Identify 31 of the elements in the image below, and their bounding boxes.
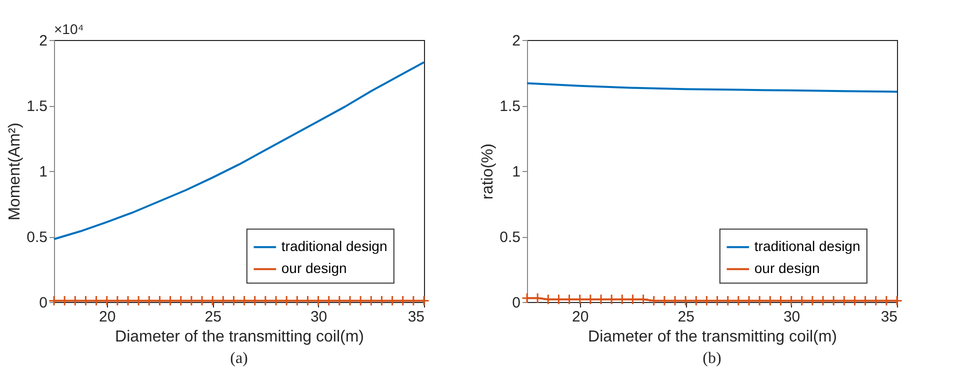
x-tick-label: 25 <box>678 308 694 326</box>
y-tick-label: 2 <box>39 32 48 50</box>
y-tick-label: 1.5 <box>500 98 520 115</box>
legend-label: traditional design <box>281 238 388 254</box>
x-tick-label: 35 <box>880 308 898 326</box>
y-tick-label: 0 <box>512 294 520 312</box>
y-tick-label: 0.5 <box>500 229 520 246</box>
y-tick-label: 0 <box>39 294 48 312</box>
y-tick-label: 1.5 <box>26 98 48 115</box>
x-tick-label: 20 <box>572 308 589 326</box>
y-tick-label: 1 <box>39 164 48 180</box>
text: ×10⁴ <box>54 21 84 37</box>
x-tick-label: 35 <box>408 308 424 326</box>
y-tick-label: 2 <box>512 32 520 50</box>
x-tick-label: 25 <box>204 308 222 326</box>
legend-label: traditional design <box>754 238 860 254</box>
line-series <box>53 61 425 240</box>
text: (a) <box>230 350 248 367</box>
y-tick-label: 0.5 <box>26 229 48 246</box>
legend-label: our design <box>754 260 820 276</box>
text: (b) <box>702 350 722 367</box>
x-axis-title: Diameter of the transmitting coil(m) <box>115 328 364 346</box>
x-tick-label: 30 <box>310 308 328 326</box>
y-axis-title: Moment(Am²) <box>6 122 24 220</box>
y-axis-title: ratio(%) <box>480 143 497 200</box>
legend-label: our design <box>281 260 347 276</box>
y-tick-label: 1 <box>512 164 520 180</box>
x-tick-label: 20 <box>99 308 116 326</box>
line-series <box>526 82 898 93</box>
x-axis-title: Diameter of the transmitting coil(m) <box>588 328 837 346</box>
x-tick-label: 30 <box>783 308 800 326</box>
